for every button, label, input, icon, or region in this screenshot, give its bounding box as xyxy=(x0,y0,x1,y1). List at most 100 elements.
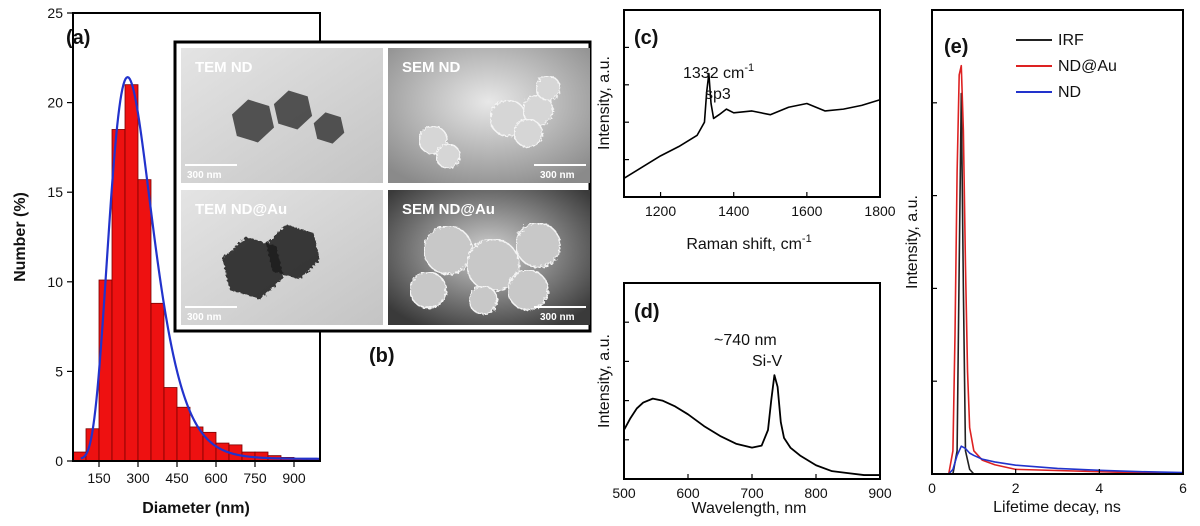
particle xyxy=(273,90,313,130)
lifetime-plot: 0 2 4 6 xyxy=(928,64,1187,496)
particle xyxy=(423,225,473,275)
micrograph-label: TEM ND@Au xyxy=(195,201,287,218)
micrograph-tile: TEM ND 300 nm xyxy=(181,48,383,183)
scale-bar-label: 300 nm xyxy=(187,170,222,181)
y-tick-label: 5 xyxy=(55,363,63,379)
y-tick-label: 15 xyxy=(47,184,63,200)
legend-label: IRF xyxy=(1058,32,1084,49)
particle xyxy=(313,112,345,144)
raman-peak-annotation: 1332 cm-1 xyxy=(683,62,754,82)
y-tick-label: 25 xyxy=(47,5,63,21)
series-line xyxy=(932,445,1184,475)
panel-e-y-axis-label: Intensity, a.u. xyxy=(904,195,921,289)
series-line xyxy=(623,374,880,476)
raman-peak-value: 1332 cm xyxy=(683,65,744,82)
particle xyxy=(535,75,561,101)
series-line xyxy=(932,64,1184,475)
panel-e-x-axis-label: Lifetime decay, ns xyxy=(993,499,1121,516)
panel-a-label: (a) xyxy=(66,27,90,49)
panel-d: 500 600 700 800 900 (d) ~740 nm Si-V Wavelen… xyxy=(596,282,892,517)
panel-e-label: (e) xyxy=(944,36,968,58)
series-line xyxy=(623,72,881,179)
x-tick-label: 4 xyxy=(1095,480,1103,496)
x-tick-label: 0 xyxy=(928,480,936,496)
particle xyxy=(266,224,320,280)
x-tick-label: 700 xyxy=(740,485,764,501)
histogram-bar xyxy=(137,179,152,462)
raman-peak-label: sp3 xyxy=(705,86,731,103)
micrograph-tile: SEM ND@Au 300 nm xyxy=(388,190,590,325)
histogram-bar xyxy=(124,84,139,462)
x-tick-label: 1800 xyxy=(864,203,895,219)
scale-bar-label: 300 nm xyxy=(540,170,575,181)
particle xyxy=(435,143,461,169)
panel-b-label: (b) xyxy=(369,345,395,367)
pl-spectrum-plot: 500 600 700 800 900 xyxy=(612,321,892,501)
x-tick-label: 500 xyxy=(612,485,636,501)
histogram-bar xyxy=(163,387,178,462)
x-tick-label: 1600 xyxy=(791,203,822,219)
micrograph-label: SEM ND xyxy=(402,59,461,76)
histogram-bar xyxy=(176,406,191,462)
y-tick-label: 20 xyxy=(47,95,63,111)
x-tick-label: 800 xyxy=(804,485,828,501)
panel-c-x-axis-text: Raman shift, cm xyxy=(686,236,802,253)
x-tick-label: 300 xyxy=(126,470,150,486)
panel-d-x-axis-label: Wavelength, nm xyxy=(691,500,806,517)
raman-peak-unit-sup: -1 xyxy=(744,62,754,74)
scale-bar-label: 300 nm xyxy=(540,312,575,323)
pl-peak-label: Si-V xyxy=(752,353,783,370)
micrograph-image xyxy=(388,48,590,183)
y-tick-label: 10 xyxy=(47,274,63,290)
histogram-bar xyxy=(98,279,113,462)
panel-d-y-axis-label: Intensity, a.u. xyxy=(596,334,613,428)
micrograph-tile: SEM ND 300 nm xyxy=(388,48,590,183)
panel-d-frame xyxy=(623,282,881,480)
particle xyxy=(409,271,447,309)
micrograph-label: SEM ND@Au xyxy=(402,201,495,218)
panel-c-x-axis-sup: -1 xyxy=(802,233,812,245)
pl-peak-value: ~740 nm xyxy=(714,332,777,349)
x-tick-label: 600 xyxy=(204,470,228,486)
micrograph-label: TEM ND xyxy=(195,59,253,76)
legend-label: ND xyxy=(1058,84,1081,101)
micrograph-tile: TEM ND@Au 300 nm xyxy=(181,190,383,325)
panel-d-label: (d) xyxy=(634,301,660,323)
panel-c-y-axis-label: Intensity, a.u. xyxy=(596,56,613,150)
panel-a-x-axis-label: Diameter (nm) xyxy=(142,500,250,517)
x-tick-label: 900 xyxy=(282,470,306,486)
legend-label: ND@Au xyxy=(1058,58,1117,75)
raman-plot: 1200 1400 1600 1800 xyxy=(623,46,896,219)
histogram-bar xyxy=(150,302,165,462)
lognormal-fit-line xyxy=(80,75,321,460)
x-tick-label: 750 xyxy=(243,470,267,486)
x-tick-label: 1400 xyxy=(718,203,749,219)
x-tick-label: 900 xyxy=(868,485,892,501)
scale-bar-label: 300 nm xyxy=(187,312,222,323)
panel-e-frame xyxy=(931,9,1184,475)
x-tick-label: 150 xyxy=(87,470,111,486)
x-tick-label: 600 xyxy=(676,485,700,501)
panel-a-y-axis-label: Number (%) xyxy=(12,192,29,282)
panel-c-x-axis-label: Raman shift, cm-1 xyxy=(686,233,811,253)
histogram-bar xyxy=(111,129,126,462)
panel-c: 1200 1400 1600 1800 (c) 1332 cm-1 sp3 Raman… xyxy=(596,9,896,253)
particle xyxy=(468,285,498,315)
x-tick-label: 450 xyxy=(165,470,189,486)
panel-c-label: (c) xyxy=(634,27,658,49)
x-tick-label: 2 xyxy=(1012,480,1020,496)
x-tick-label: 1200 xyxy=(645,203,676,219)
panel-e: 0 2 4 6 (e) IRF ND@Au ND Lifetime decay, ns I… xyxy=(904,9,1187,516)
particle xyxy=(231,99,275,143)
particle xyxy=(513,118,543,148)
panel-e-legend: IRF ND@Au ND xyxy=(1016,32,1117,101)
panel-a: 150 300 450 600 750 900 0 5 10 15 20 25 (a) Diamete… xyxy=(12,5,321,517)
particle xyxy=(507,269,549,311)
x-tick-label: 6 xyxy=(1179,480,1187,496)
panel-c-frame xyxy=(623,9,881,198)
histogram-plot: 150 300 450 600 750 900 0 5 10 15 20 25 xyxy=(47,5,321,486)
particle xyxy=(515,222,561,268)
